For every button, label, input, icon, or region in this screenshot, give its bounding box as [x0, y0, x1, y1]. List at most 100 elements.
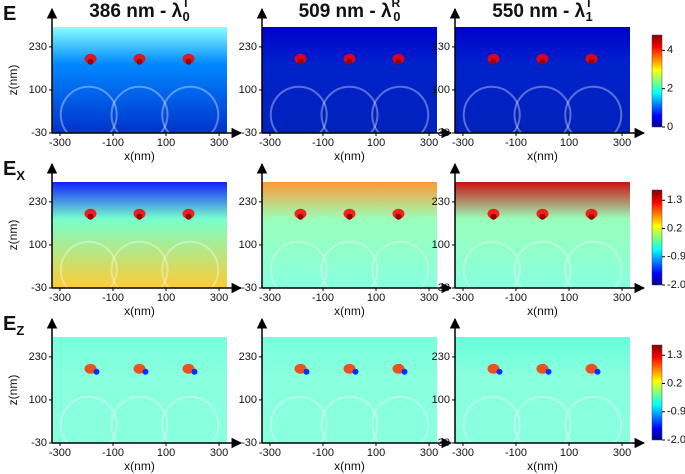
x-axis-label: x(nm)	[527, 304, 558, 318]
y-tick-label: -30	[241, 282, 257, 294]
row-label: E	[3, 3, 16, 25]
field-map	[262, 182, 437, 288]
y-tick-label: -30	[434, 437, 450, 449]
row-label-main: E	[3, 3, 16, 25]
row-label-sub: X	[16, 168, 25, 183]
x-tick-label: 100	[560, 292, 578, 304]
colorbar-tick-label: -2.0	[667, 279, 685, 291]
field-map	[455, 337, 630, 443]
x-tick-label: -100	[102, 137, 124, 149]
hot-spot	[142, 368, 149, 375]
field-map	[455, 27, 630, 133]
y-tick-label: 100	[432, 394, 450, 406]
y-tick-label: 100	[29, 394, 47, 406]
hot-spot	[496, 368, 503, 375]
y-tick-label: 230	[432, 41, 450, 53]
field-background	[262, 182, 437, 288]
y-axis-label: z(nm)	[6, 375, 20, 406]
hot-spot	[93, 368, 100, 375]
hot-spot	[401, 368, 408, 375]
x-tick-label: -300	[259, 137, 281, 149]
y-tick-label: 100	[432, 84, 450, 96]
x-axis-label: x(nm)	[527, 149, 558, 163]
x-tick-label: -100	[505, 447, 527, 459]
field-background	[455, 337, 630, 443]
sphere-outline	[462, 85, 521, 133]
hot-spot	[133, 363, 146, 374]
x-tick-label: 300	[613, 137, 631, 149]
y-tick-label: 100	[29, 239, 47, 251]
colorbar-tick-label: 4	[667, 44, 673, 56]
x-tick-label: -300	[259, 292, 281, 304]
column-title-sub: 0	[393, 9, 400, 24]
x-tick-label: -100	[312, 292, 334, 304]
x-tick-label: -300	[259, 447, 281, 459]
column-title-main: 386 nm - λ	[89, 1, 182, 22]
x-tick-label: 100	[157, 292, 175, 304]
y-tick-label: -30	[241, 127, 257, 139]
x-tick-label: -100	[312, 447, 334, 459]
hot-spot	[490, 58, 497, 65]
x-tick-label: 100	[367, 137, 385, 149]
sphere-outline	[513, 85, 572, 133]
colorbar-tick-label: 0.2	[667, 222, 682, 234]
x-tick-label: 300	[210, 292, 228, 304]
x-tick-label: 100	[367, 447, 385, 459]
x-axis-label: x(nm)	[124, 149, 155, 163]
x-tick-label: -300	[49, 292, 71, 304]
x-tick-label: 100	[560, 137, 578, 149]
row-label: EX	[3, 158, 25, 183]
x-tick-label: 300	[613, 447, 631, 459]
column-title-sub: 1	[586, 9, 593, 24]
sphere-outline	[513, 395, 572, 443]
sphere-outline	[513, 240, 572, 288]
x-tick-label: 100	[157, 447, 175, 459]
sphere-outline	[371, 395, 430, 443]
hot-spot	[185, 58, 192, 65]
hot-spot	[539, 58, 546, 65]
sphere-outline	[161, 240, 220, 288]
field-map	[52, 337, 227, 443]
y-tick-label: 230	[432, 351, 450, 363]
hot-spot	[303, 368, 310, 375]
hot-spot	[84, 363, 97, 374]
colorbar	[651, 189, 663, 286]
hot-spot	[588, 213, 595, 220]
colorbar-tick-label: -2.0	[667, 434, 685, 446]
row-label: EZ	[3, 313, 24, 338]
hot-spot	[588, 58, 595, 65]
hot-spot	[191, 368, 198, 375]
y-tick-label: 100	[432, 239, 450, 251]
y-tick-label: -30	[434, 127, 450, 139]
y-tick-label: -30	[241, 437, 257, 449]
field-map	[262, 337, 437, 443]
column-title-main: 509 nm - λ	[299, 1, 392, 22]
hot-spot	[392, 363, 405, 374]
sphere-outline	[269, 85, 328, 133]
column-title: 386 nm - λT 0	[89, 0, 190, 24]
colorbar	[651, 34, 663, 128]
y-tick-label: 230	[29, 196, 47, 208]
x-tick-label: 300	[420, 292, 438, 304]
y-tick-label: 100	[239, 394, 257, 406]
x-tick-label: -100	[505, 137, 527, 149]
y-tick-label: -30	[31, 282, 47, 294]
hot-spot	[87, 58, 94, 65]
hot-spot	[545, 368, 552, 375]
column-title-main: 550 nm - λ	[492, 1, 585, 22]
x-axis-label: x(nm)	[124, 304, 155, 318]
y-tick-label: 100	[239, 239, 257, 251]
sphere-outline	[320, 240, 379, 288]
x-axis-label: x(nm)	[527, 459, 558, 473]
x-tick-label: 100	[367, 292, 385, 304]
row-label-main: E	[3, 313, 16, 335]
x-axis-label: x(nm)	[334, 149, 365, 163]
field-background	[52, 27, 227, 133]
x-tick-label: -300	[452, 137, 474, 149]
x-tick-label: -100	[505, 292, 527, 304]
y-tick-label: 230	[29, 41, 47, 53]
hot-spot	[585, 363, 598, 374]
sphere-outline	[320, 395, 379, 443]
x-tick-label: 100	[157, 137, 175, 149]
y-axis-label: z(nm)	[6, 220, 20, 251]
